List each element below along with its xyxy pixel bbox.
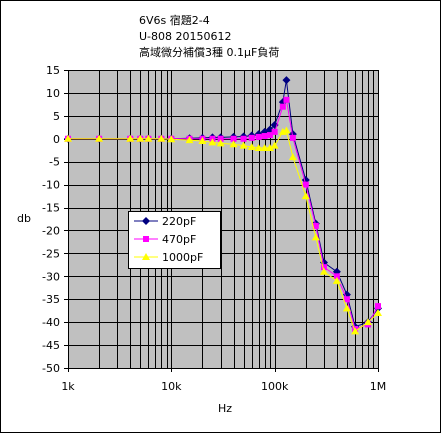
data-point-1000pF [270,141,279,149]
data-point-220pF [282,76,291,85]
data-point-1000pF [198,137,207,145]
data-point-1000pF [185,136,194,144]
data-point-1000pF [363,318,372,326]
data-point-1000pF [126,134,135,142]
series-layer [64,76,382,335]
data-point-1000pF [374,308,382,316]
data-point-1000pF [167,135,176,143]
data-point-470pF [217,135,224,142]
data-point-1000pF [351,327,360,335]
legend-marker-470pF [143,236,149,242]
data-point-1000pF [254,143,263,151]
legend-marker-220pF [142,217,150,225]
y-tick-label: -5 [49,156,60,169]
data-point-470pF [320,264,327,271]
data-point-1000pF [260,143,269,151]
data-point-470pF [271,128,278,135]
data-point-470pF [240,135,247,142]
plot-border [68,70,379,369]
y-tick-label: 15 [46,64,60,77]
data-point-470pF [279,103,286,110]
x-axis-ticks: 1k 10k 100k 1M [61,368,386,393]
x-axis-label: Hz [218,402,232,415]
data-point-1000pF [301,192,310,200]
data-point-1000pF [239,141,248,149]
data-point-470pF [248,134,255,141]
data-point-470pF [255,133,262,140]
title-line-2: U-808 20150612 [139,30,232,43]
title-line-1: 6V6s 宿題2-4 [139,13,210,27]
data-point-470pF [312,222,319,229]
legend: 220pF 470pF 1000pF [128,211,221,269]
data-point-1000pF [342,304,351,312]
legend-label-220pF: 220pF [162,215,196,228]
data-point-470pF [375,303,381,310]
data-point-1000pF [247,143,256,151]
data-point-1000pF [144,134,153,142]
y-tick-label: 5 [53,110,60,123]
y-tick-label: 0 [53,133,60,146]
y-axis-label: db [17,212,31,225]
y-tick-label: -40 [42,316,60,329]
x-tick-label: 100k [261,380,289,393]
y-tick-label: -35 [42,293,60,306]
title-line-3: 高域微分補償3種 0.1μF負荷 [139,45,279,59]
data-point-470pF [302,181,309,188]
data-point-1000pF [332,276,341,284]
data-point-1000pF [229,140,238,148]
plot-area [68,70,378,368]
data-point-470pF [289,134,296,141]
legend-marker-1000pF [142,253,150,260]
legend-label-1000pF: 1000pF [162,251,203,264]
data-point-1000pF [136,134,145,142]
data-point-1000pF [265,143,274,151]
y-tick-label: -50 [42,362,60,375]
data-point-470pF [343,296,350,303]
data-point-470pF [230,135,237,142]
x-tick-label: 10k [161,380,182,393]
data-point-1000pF [282,126,291,134]
data-point-470pF [261,133,268,140]
data-point-1000pF [157,134,166,142]
data-point-1000pF [311,233,320,241]
series-1000pF [64,126,382,335]
data-point-1000pF [208,138,217,146]
y-axis-ticks: 15 10 5 0 -5 -10 -15 -20 -25 -30 -35 -40 -45 -50 [42,64,68,375]
y-tick-label: -20 [42,224,60,237]
data-point-1000pF [319,267,328,275]
x-tick-label: 1M [370,380,387,393]
y-tick-label: -30 [42,270,60,283]
y-tick-label: -45 [42,339,60,352]
y-tick-label: -10 [42,179,60,192]
data-point-1000pF [216,139,225,147]
data-point-1000pF [64,134,72,142]
legend-label-470pF: 470pF [162,233,196,246]
data-point-470pF [266,132,273,139]
x-tick-label: 1k [61,380,75,393]
data-point-1000pF [95,134,104,142]
y-tick-label: 10 [46,87,60,100]
y-tick-label: -15 [42,202,60,215]
data-point-470pF [333,273,340,280]
data-point-470pF [283,96,290,103]
data-point-1000pF [288,153,297,161]
y-tick-label: -25 [42,247,60,260]
